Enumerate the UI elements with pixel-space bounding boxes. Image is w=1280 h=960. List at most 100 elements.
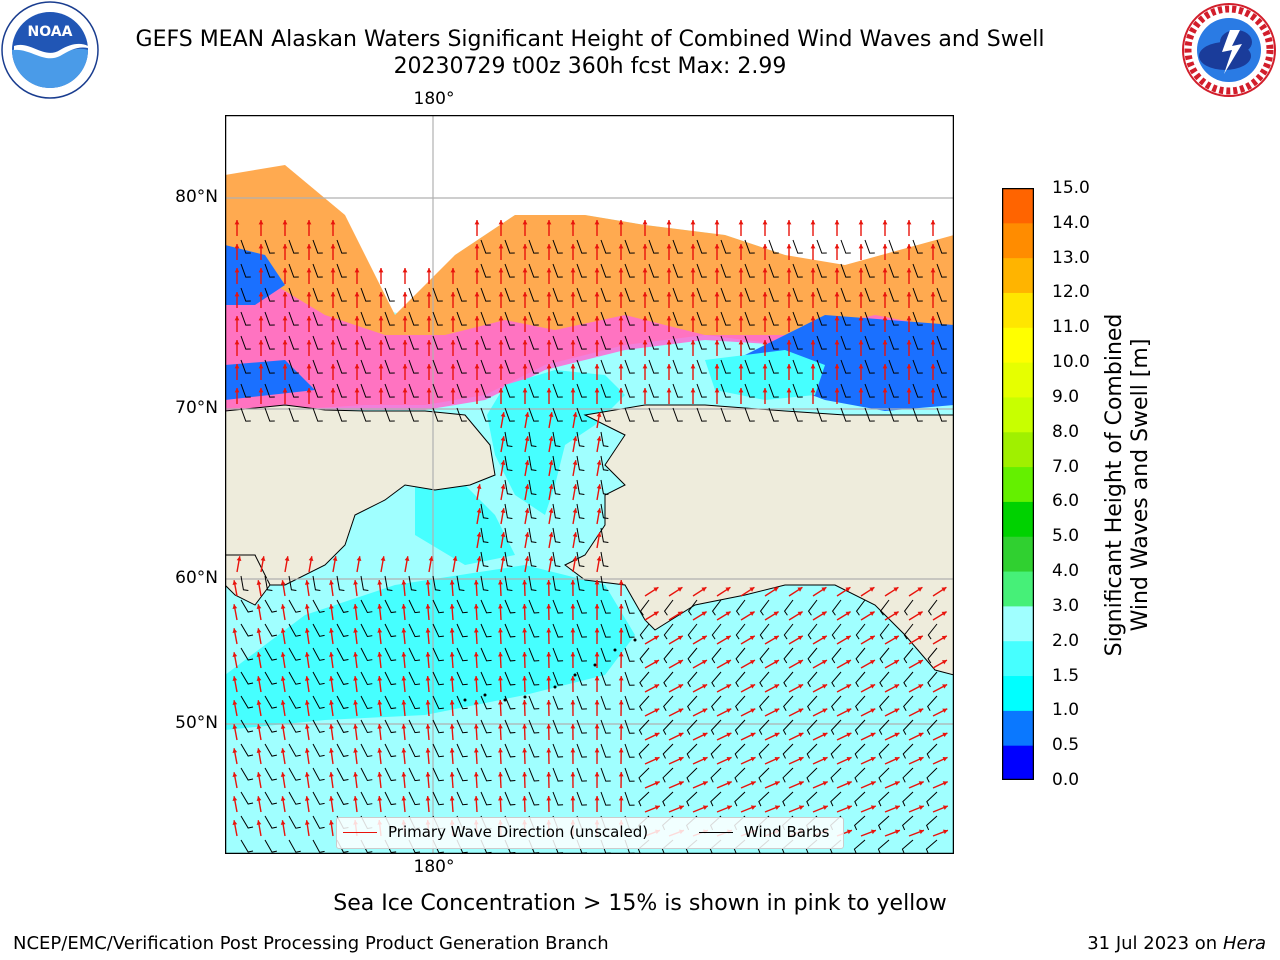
- wave-arrow-head: [234, 244, 240, 249]
- wind-barb: [879, 671, 890, 688]
- wind-barb: [735, 671, 746, 688]
- wind-barb: [854, 767, 866, 783]
- wind-barb: [504, 383, 515, 398]
- wave-arrow-head: [546, 604, 552, 609]
- wave-arrow-head: [377, 676, 383, 681]
- wave-arrow-head: [666, 292, 672, 297]
- wind-barb: [696, 359, 707, 374]
- colorbar-tick-label: 10.0: [1052, 352, 1090, 373]
- wind-barb: [240, 815, 254, 829]
- wave-arrow-head: [329, 580, 334, 585]
- wave-arrow-head: [401, 628, 407, 633]
- wave-arrow-head: [282, 268, 288, 273]
- wind-barb: [552, 263, 563, 278]
- wave-arrow-head: [906, 340, 912, 345]
- wave-arrow-head: [548, 556, 554, 561]
- wind-barb: [240, 647, 254, 661]
- wind-barb: [480, 767, 492, 782]
- wave-arrow-head: [618, 700, 624, 705]
- wind-barb: [624, 695, 635, 710]
- wind-barb: [854, 719, 866, 735]
- wind-barb: [840, 311, 851, 326]
- wind-barb: [926, 815, 938, 831]
- wind-barb: [264, 263, 275, 278]
- colorbar-label-line2: Wind Waves and Swell [m]: [1128, 338, 1153, 632]
- wave-arrow-head: [353, 676, 358, 681]
- wave-arrow-head: [749, 635, 755, 641]
- wind-barb: [480, 527, 489, 543]
- wave-arrow-head: [798, 732, 804, 738]
- wind-barb: [735, 599, 746, 616]
- wave-arrow-head: [476, 556, 482, 561]
- wave-arrow-head: [906, 244, 912, 249]
- wave-arrow-head: [330, 268, 336, 273]
- wind-barb: [830, 743, 842, 759]
- colorbar-segment: [1002, 292, 1034, 328]
- wave-arrow-head: [353, 724, 358, 729]
- wind-barb: [902, 767, 914, 783]
- wind-barb: [528, 671, 540, 686]
- wind-barb: [807, 647, 818, 664]
- wave-arrow-head: [870, 684, 876, 689]
- wind-barb: [576, 407, 587, 422]
- wave-arrow-head: [570, 340, 576, 345]
- wind-barb: [792, 335, 803, 350]
- wind-barb: [927, 623, 938, 640]
- wave-arrow-head: [258, 364, 264, 369]
- wave-arrow-head: [797, 660, 803, 665]
- wind-barb: [336, 791, 349, 805]
- colorbar-tick-label: 15.0: [1052, 178, 1090, 198]
- wave-arrow-head: [822, 732, 828, 738]
- wave-arrow-head: [738, 364, 744, 369]
- wave-arrow-head: [473, 652, 479, 657]
- wind-barb: [504, 503, 513, 519]
- wave-arrow-head: [548, 484, 554, 489]
- colorbar-tick-label: 0.5: [1052, 735, 1080, 756]
- wave-arrow-head: [654, 757, 660, 762]
- wind-barb: [744, 263, 755, 278]
- wave-arrow-head: [774, 732, 780, 738]
- wave-arrow-head: [702, 708, 708, 713]
- wind-barb: [408, 743, 421, 758]
- wind-barb: [264, 311, 275, 326]
- wave-arrow-head: [834, 220, 840, 225]
- wave-arrow-head: [810, 244, 816, 249]
- map-legend: Primary Wave Direction (unscaled) Wind B…: [336, 817, 844, 849]
- wind-barb: [336, 359, 347, 374]
- wave-arrow-head: [762, 340, 768, 345]
- wave-arrow-head: [330, 364, 336, 369]
- wind-barb: [312, 623, 325, 637]
- wind-barb: [840, 359, 851, 374]
- wave-arrow-head: [353, 580, 358, 585]
- wind-barb: [288, 311, 299, 326]
- wind-barb: [432, 623, 444, 638]
- wind-barb: [552, 671, 564, 686]
- wind-barb: [336, 407, 347, 422]
- wave-arrow-head: [918, 732, 924, 738]
- wind-barb: [903, 623, 914, 640]
- wave-arrow-head: [474, 292, 480, 297]
- wind-barb: [504, 743, 516, 758]
- wave-arrow-head: [773, 635, 779, 641]
- wave-arrow-head: [821, 635, 827, 641]
- wave-arrow-head: [930, 388, 936, 393]
- wave-arrow-head: [232, 796, 238, 802]
- wind-barb: [288, 263, 299, 278]
- wave-arrow-head: [354, 340, 360, 345]
- wave-arrow-head: [618, 244, 624, 249]
- wind-barb: [576, 551, 585, 567]
- wind-barb: [734, 767, 746, 783]
- wind-barb: [528, 623, 540, 638]
- wave-arrow-head: [282, 292, 288, 297]
- wind-barb: [240, 695, 254, 709]
- wind-barb: [807, 623, 818, 640]
- wind-barb: [240, 791, 254, 805]
- wave-arrow-head: [426, 316, 432, 321]
- wind-barb: [384, 599, 397, 614]
- wind-barb: [600, 551, 609, 567]
- wind-barb: [528, 575, 537, 591]
- wind-barb: [855, 599, 866, 616]
- wind-barb: [600, 695, 611, 710]
- colorbar-segment: [1002, 431, 1034, 468]
- lon-label-top: 180°: [413, 89, 455, 109]
